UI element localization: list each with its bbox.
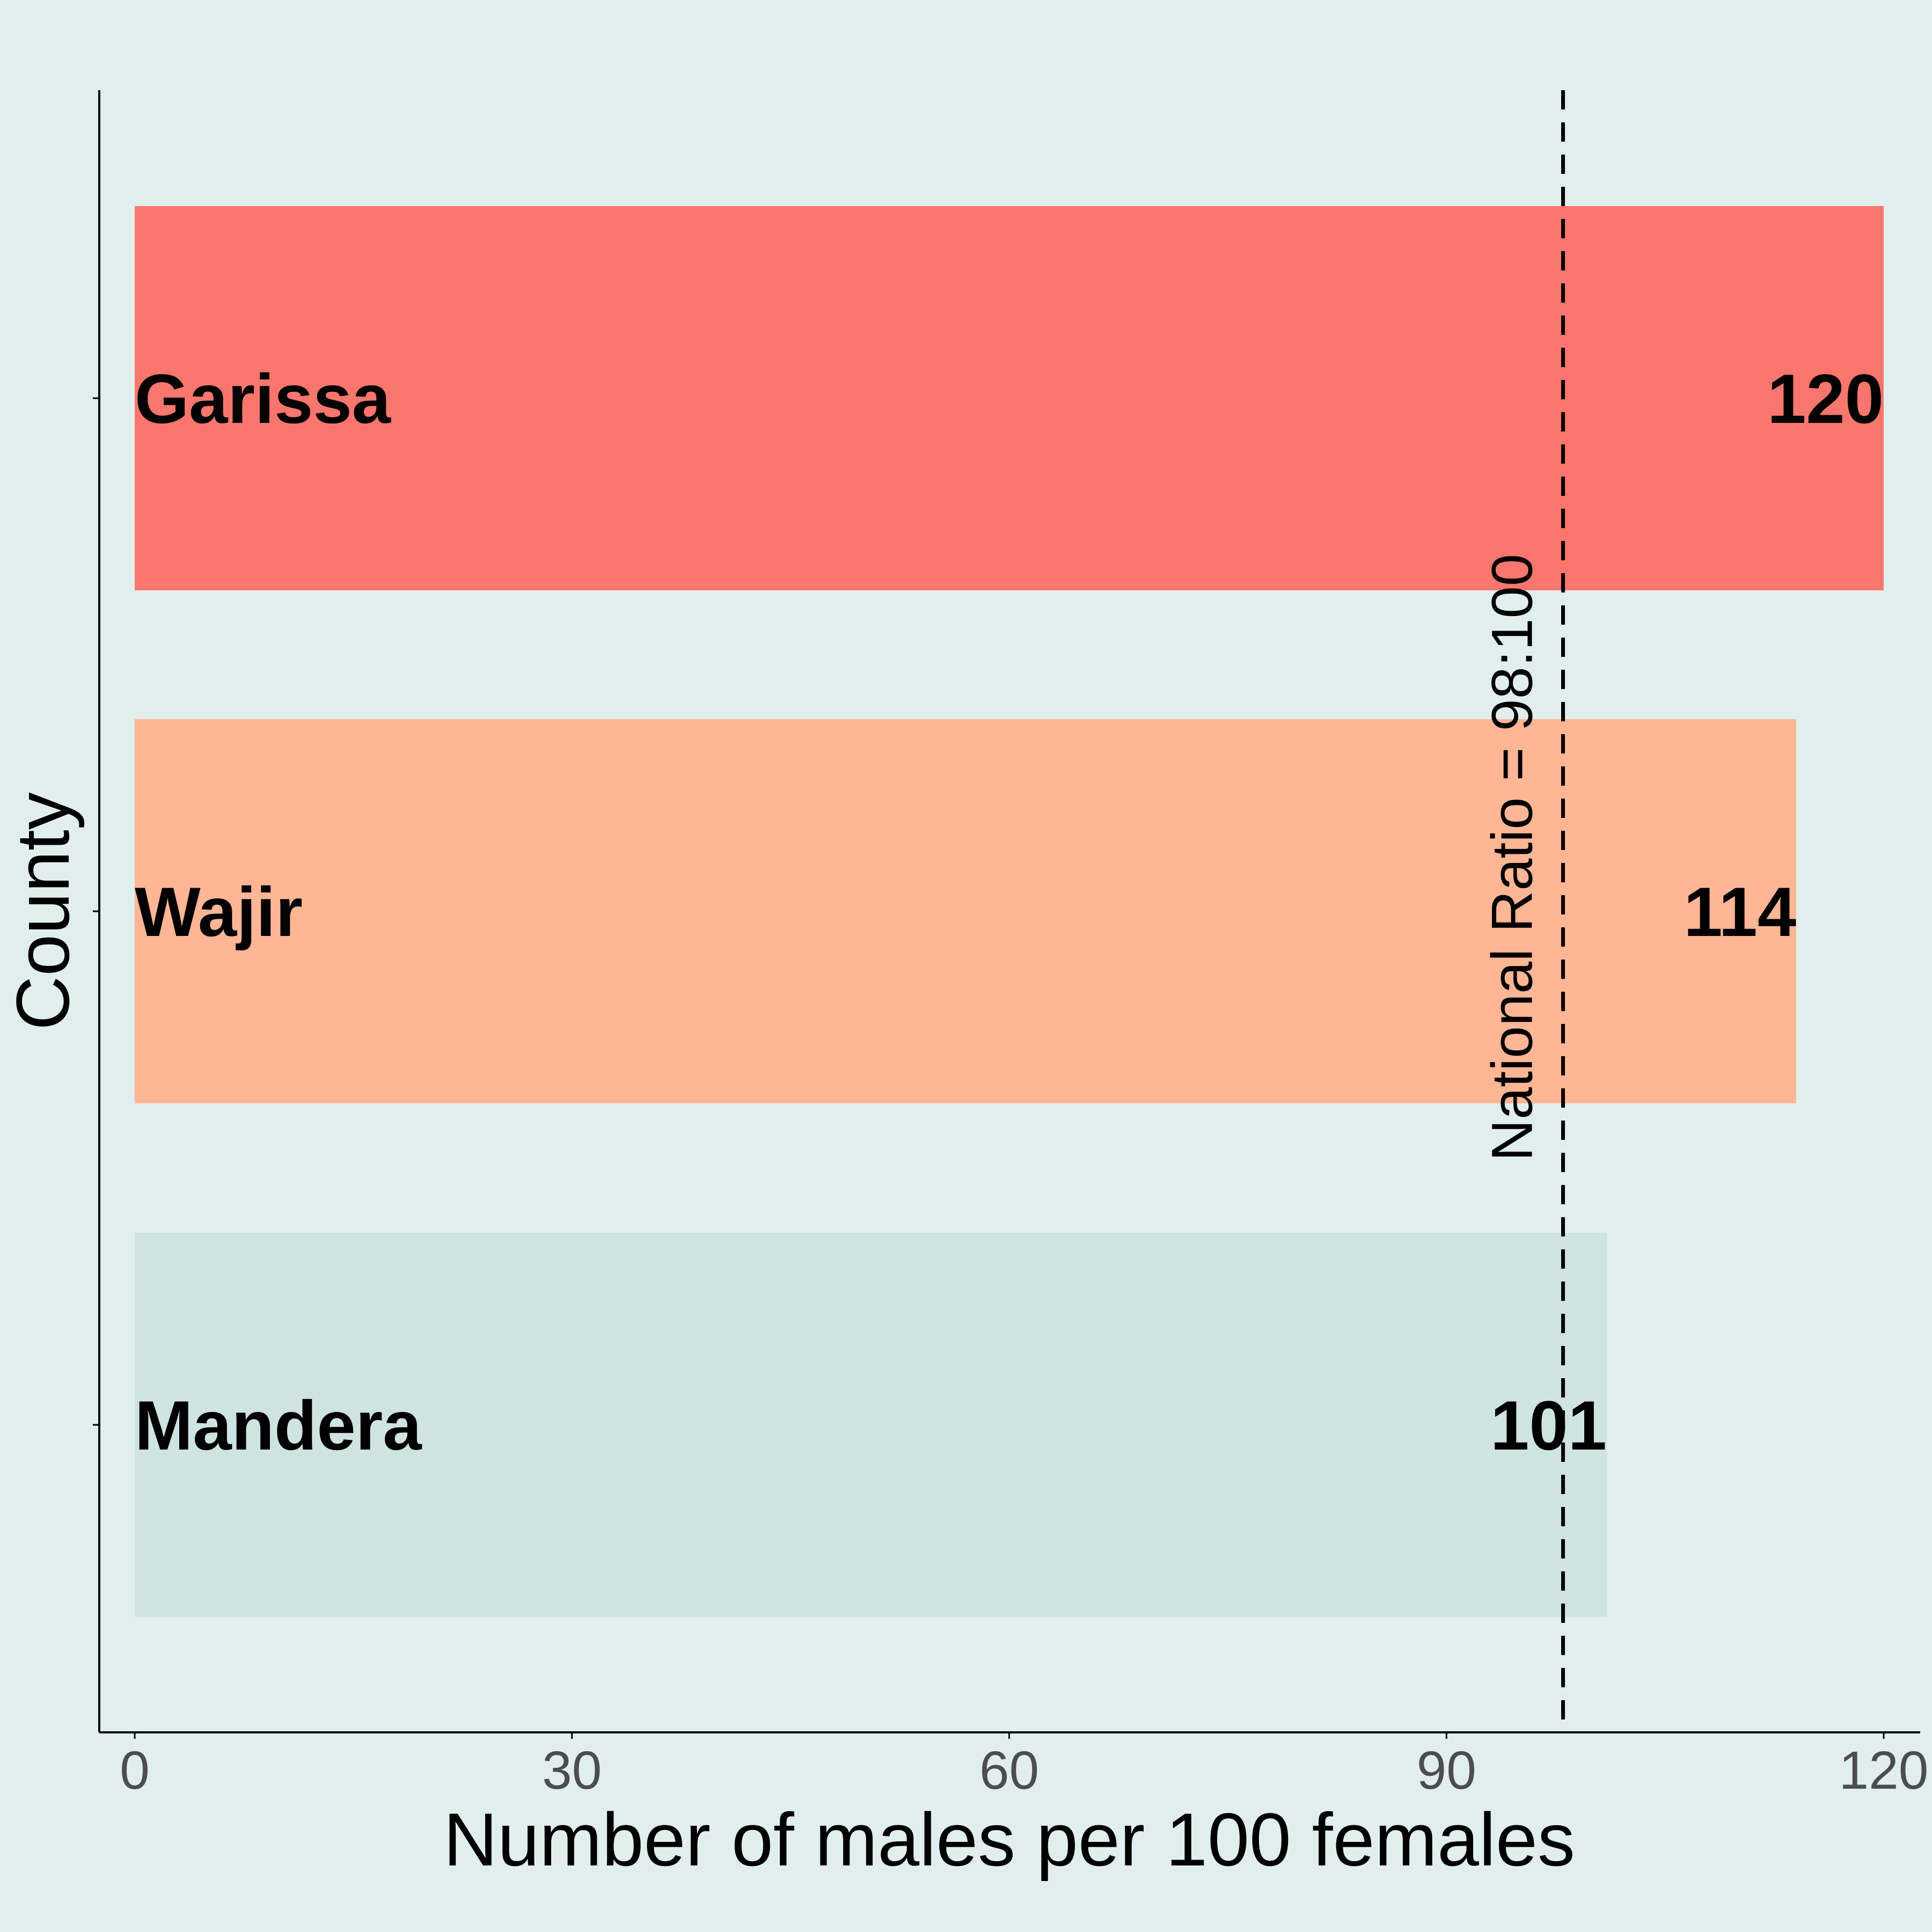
y-axis-title: County xyxy=(1,792,85,1030)
x-tick-label: 30 xyxy=(542,1740,602,1801)
bar-garissa xyxy=(135,206,1884,590)
bars-layer xyxy=(135,206,1884,1617)
labels-layer: Garissa 120 Wajir 114 Mandera 101 xyxy=(135,360,1884,1465)
bar-category-label: Mandera xyxy=(135,1386,422,1465)
bar-mandera xyxy=(135,1233,1607,1617)
axes-layer: 0 30 60 90 120 xyxy=(93,90,1928,1801)
x-tick-label: 0 xyxy=(120,1740,150,1801)
bar-wajir xyxy=(135,719,1797,1103)
x-tick-label: 60 xyxy=(979,1740,1039,1801)
bar-value-label: 101 xyxy=(1490,1386,1607,1465)
reference-line-label: National Ratio = 98:100 xyxy=(1480,554,1545,1161)
x-tick-label: 90 xyxy=(1417,1740,1476,1801)
bar-category-label: Wajir xyxy=(135,873,303,951)
bar-value-label: 120 xyxy=(1767,360,1884,438)
bar-category-label: Garissa xyxy=(135,360,392,438)
bar-value-label: 114 xyxy=(1684,873,1796,951)
x-tick-label: 120 xyxy=(1839,1740,1929,1801)
reference-line-layer: National Ratio = 98:100 xyxy=(1480,90,1565,1732)
x-axis-title: Number of males per 100 females xyxy=(443,1797,1575,1882)
